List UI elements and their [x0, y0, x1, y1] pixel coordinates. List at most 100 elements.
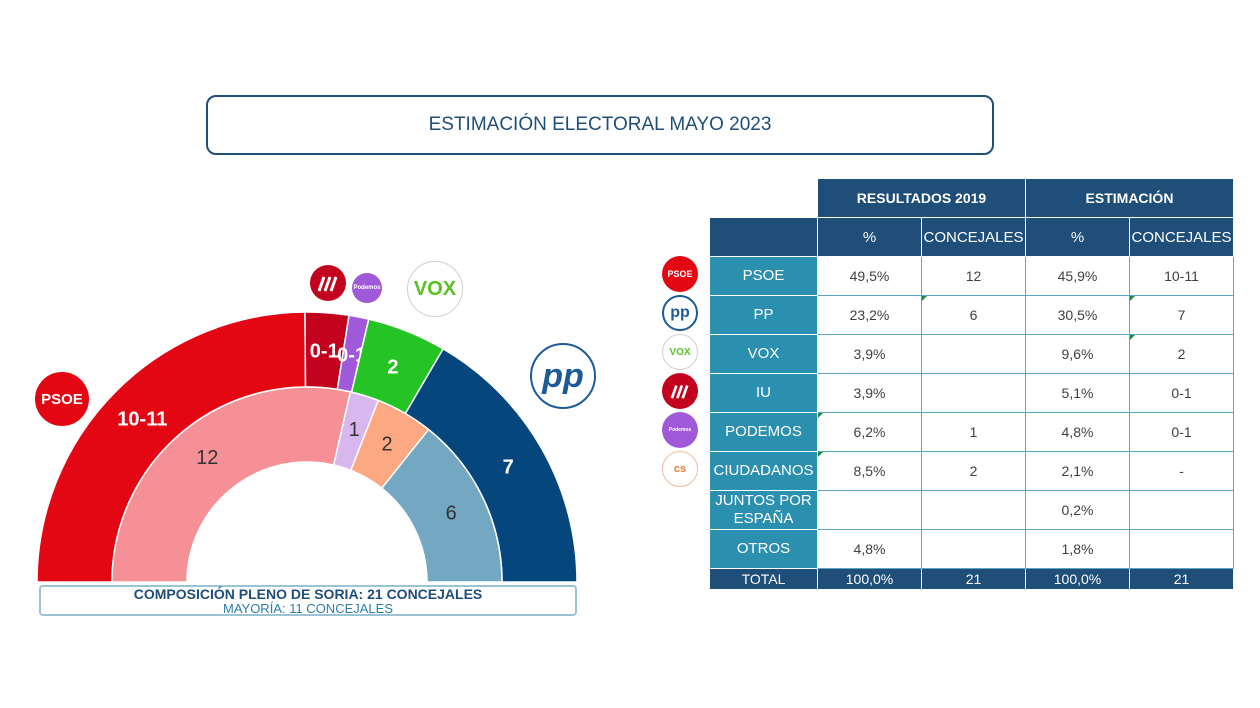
inner-arc-psoe	[111, 386, 352, 583]
party-name: OTROS	[709, 529, 818, 569]
r2019-pct: 6,2%	[817, 412, 922, 452]
inner-label-podemos: 1	[349, 419, 360, 441]
podemos-logo-text: Podemos	[353, 285, 381, 291]
table-corner	[710, 179, 818, 218]
iu-logo	[310, 265, 346, 301]
inner-arc-pp	[380, 428, 503, 583]
est-seats: 2	[1129, 334, 1234, 374]
psoe-logo-text: PSOE	[41, 390, 83, 408]
table-row: CIUDADANOS 8,5% 2 2,1% -	[709, 451, 1234, 491]
inner-label-psoe: 12	[196, 447, 218, 469]
r2019-pct: 23,2%	[817, 295, 922, 335]
table-vox-logo: VOX	[662, 334, 698, 370]
table-row: PP 23,2% 6 30,5% 7	[709, 295, 1234, 335]
party-name: PODEMOS	[709, 412, 818, 452]
party-name: PSOE	[709, 256, 818, 296]
party-name: PP	[709, 295, 818, 335]
table-psoe-logo: PSOE	[662, 256, 698, 292]
party-name: VOX	[709, 334, 818, 374]
subheader-blank	[709, 217, 818, 257]
est-pct: 5,1%	[1025, 373, 1130, 413]
chart-title: ESTIMACIÓN ELECTORAL MAYO 2023	[206, 95, 994, 155]
outer-label-vox: 2	[387, 357, 398, 379]
header-estimacion: ESTIMACIÓN	[1025, 178, 1234, 218]
podemos-logo-text: Podemos	[668, 427, 692, 433]
est-pct: 9,6%	[1025, 334, 1130, 374]
table-total-row: TOTAL 100,0% 21 100,0% 21	[709, 568, 1234, 590]
est-seats: -	[1129, 451, 1234, 491]
hemicycle-caption: COMPOSICIÓN PLENO DE SORIA: 21 CONCEJALE…	[39, 585, 577, 616]
est-seats	[1129, 529, 1234, 569]
party-name: CIUDADANOS	[709, 451, 818, 491]
inner-label-ciudadanos: 2	[381, 433, 392, 455]
pp-logo-text: pp	[670, 304, 690, 321]
table-pp-logo: pp	[662, 295, 698, 331]
est-pct: 30,5%	[1025, 295, 1130, 335]
r2019-seats	[921, 373, 1026, 413]
r2019-pct: 3,9%	[817, 334, 922, 374]
est-pct: 45,9%	[1025, 256, 1130, 296]
r2019-seats	[921, 490, 1026, 530]
inner-label-pp: 6	[446, 503, 457, 525]
outer-label-iu: 0-1	[310, 341, 339, 363]
vox-logo-text: VOX	[669, 346, 691, 358]
table-row: VOX 3,9% 9,6% 2	[709, 334, 1234, 374]
est-pct: 2,1%	[1025, 451, 1130, 491]
party-name: JUNTOS POR ESPAÑA	[709, 490, 818, 530]
r2019-pct	[817, 490, 922, 530]
header-resultados-2019: RESULTADOS 2019	[817, 178, 1026, 218]
est-seats: 7	[1129, 295, 1234, 335]
est-seats: 10-11	[1129, 256, 1234, 296]
est-seats	[1129, 490, 1234, 530]
outer-label-psoe: 10-11	[117, 409, 167, 431]
r2019-seats	[921, 334, 1026, 374]
est-seats: 0-1	[1129, 373, 1234, 413]
est-seats: 0-1	[1129, 412, 1234, 452]
party-name: IU	[709, 373, 818, 413]
psoe-logo: PSOE	[35, 372, 89, 426]
r2019-seats: 6	[921, 295, 1026, 335]
outer-label-pp: 7	[503, 456, 514, 478]
vox-logo-text: VOX	[413, 277, 457, 300]
est-pct: 1,8%	[1025, 529, 1130, 569]
table-row: PSOE 49,5% 12 45,9% 10-11	[709, 256, 1234, 296]
total-label: TOTAL	[709, 568, 818, 590]
r2019-seats: 2	[921, 451, 1026, 491]
table-cs-logo: cs	[662, 451, 698, 487]
subheader-2019-seats: CONCEJALES	[921, 217, 1026, 257]
r2019-pct: 4,8%	[817, 529, 922, 569]
r2019-pct: 8,5%	[817, 451, 922, 491]
table-podemos-logo: Podemos	[662, 412, 698, 448]
subheader-est-seats: CONCEJALES	[1129, 217, 1234, 257]
r2019-pct: 3,9%	[817, 373, 922, 413]
total-est-seats: 21	[1129, 568, 1234, 590]
pp-logo-text: pp	[542, 356, 584, 395]
pp-logo: pp	[530, 343, 596, 409]
est-pct: 4,8%	[1025, 412, 1130, 452]
iu-icon	[670, 385, 689, 399]
podemos-logo: Podemos	[352, 273, 382, 303]
iu-icon	[317, 276, 338, 292]
r2019-seats: 12	[921, 256, 1026, 296]
results-table: RESULTADOS 2019 ESTIMACIÓN % CONCEJALES …	[709, 178, 1234, 590]
subheader-est-pct: %	[1025, 217, 1130, 257]
r2019-pct: 49,5%	[817, 256, 922, 296]
total-est-pct: 100,0%	[1025, 568, 1130, 590]
hemicycle-subtitle: MAYORÍA: 11 CONCEJALES	[222, 601, 393, 616]
psoe-logo-text: PSOE	[667, 269, 693, 279]
total-2019-pct: 100,0%	[817, 568, 922, 590]
table-row: PODEMOS 6,2% 1 4,8% 0-1	[709, 412, 1234, 452]
subheader-2019-pct: %	[817, 217, 922, 257]
cs-logo-text: cs	[673, 463, 687, 475]
r2019-seats: 1	[921, 412, 1026, 452]
vox-logo: VOX	[407, 261, 463, 317]
r2019-seats	[921, 529, 1026, 569]
table-iu-logo	[662, 373, 698, 409]
table-row: IU 3,9% 5,1% 0-1	[709, 373, 1234, 413]
total-2019-seats: 21	[921, 568, 1026, 590]
est-pct: 0,2%	[1025, 490, 1130, 530]
table-row: OTROS 4,8% 1,8%	[709, 529, 1234, 569]
hemicycle-title: COMPOSICIÓN PLENO DE SORIA: 21 CONCEJALE…	[133, 586, 483, 602]
table-row: JUNTOS POR ESPAÑA 0,2%	[709, 490, 1234, 530]
